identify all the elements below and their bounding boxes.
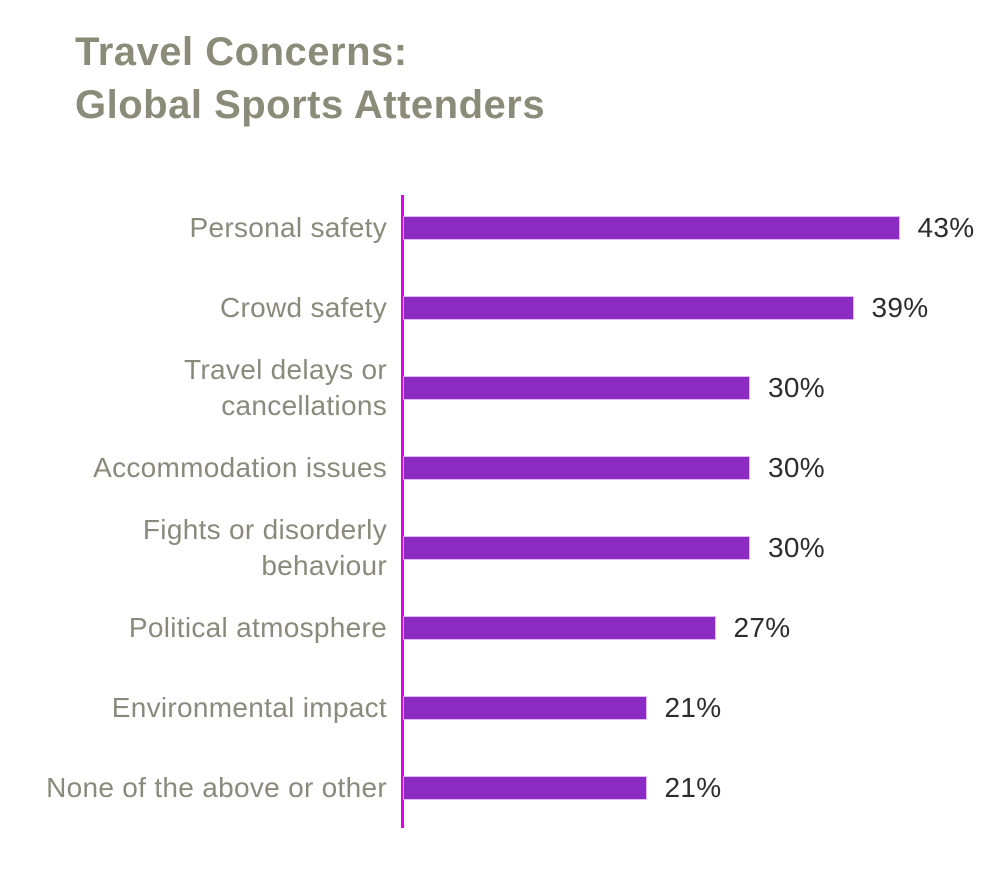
bar-row: Crowd safety 39%	[0, 268, 1000, 348]
bar	[404, 457, 749, 479]
bar-row: Environmental impact 21%	[0, 668, 1000, 748]
y-axis-line	[401, 195, 404, 828]
bar	[404, 697, 646, 719]
bar-row: Fights or disorderly behaviour 30%	[0, 508, 1000, 588]
chart-title: Travel Concerns: Global Sports Attenders	[75, 26, 545, 132]
category-label: Travel delays or cancellations	[184, 354, 387, 421]
bar-rows: Personal safety 43% Crowd safety 39% Tra…	[0, 188, 1000, 828]
category-label: Personal safety	[189, 212, 387, 244]
bar	[404, 217, 899, 239]
category-label: Accommodation issues	[93, 452, 387, 484]
title-line-2: Global Sports Attenders	[75, 82, 546, 127]
bar	[404, 377, 749, 399]
bar-row: Personal safety 43%	[0, 188, 1000, 268]
category-label: Crowd safety	[220, 292, 387, 324]
value-label: 21%	[664, 692, 722, 723]
category-label: Fights or disorderly behaviour	[142, 514, 387, 581]
category-label: None of the above or other	[46, 772, 387, 804]
category-label: Environmental impact	[111, 692, 387, 724]
category-label: Political atmosphere	[128, 612, 387, 644]
value-label: 30%	[768, 372, 825, 403]
bar-row: Accommodation issues 30%	[0, 428, 1000, 508]
bar	[404, 537, 749, 559]
bar	[404, 297, 853, 319]
value-label: 43%	[917, 212, 975, 243]
bar-row: None of the above or other 21%	[0, 748, 1000, 828]
value-label: 21%	[664, 772, 722, 803]
bar	[404, 777, 646, 799]
value-label: 27%	[733, 612, 791, 643]
value-label: 30%	[768, 532, 825, 563]
bar-row: Political atmosphere 27%	[0, 588, 1000, 668]
plot-area: Personal safety 43% Crowd safety 39% Tra…	[0, 188, 1000, 828]
value-label: 30%	[768, 452, 825, 483]
title-line-1: Travel Concerns:	[75, 30, 408, 74]
bar-row: Travel delays or cancellations 30%	[0, 348, 1000, 428]
bar	[404, 617, 715, 639]
value-label: 39%	[871, 292, 929, 323]
